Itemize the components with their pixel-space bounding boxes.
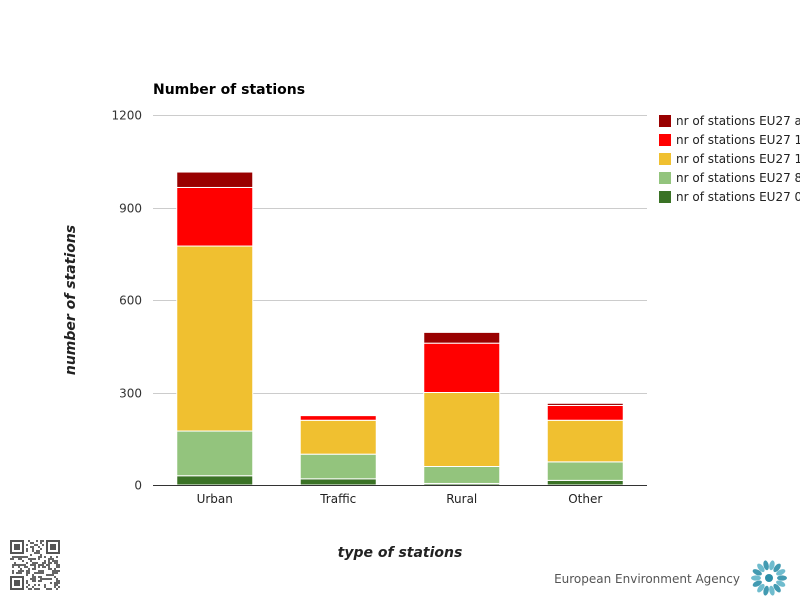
x-tick-label: Traffic (319, 492, 356, 506)
legend-label: nr of stations EU27 a (676, 114, 800, 128)
y-tick-label: 0 (134, 479, 142, 493)
x-tick-label: Other (568, 492, 602, 506)
legend-swatch (659, 115, 671, 127)
qr-code-icon (10, 540, 60, 590)
y-tick-label: 900 (119, 202, 142, 216)
bar-segment (299, 453, 377, 480)
bar-segment (423, 392, 501, 467)
y-tick-label: 600 (119, 294, 142, 308)
legend-swatch (659, 172, 671, 184)
legend-label: nr of stations EU27 8 (676, 171, 800, 185)
bar-segment (546, 419, 624, 463)
x-axis-label: type of stations (338, 545, 463, 561)
chart-title: Number of stations (153, 82, 305, 98)
legend-label: nr of stations EU27 1 (676, 133, 800, 147)
legend-label: nr of stations EU27 1 (676, 152, 800, 166)
bar-segment (546, 479, 624, 486)
bar-segment (176, 186, 254, 247)
bar-segment (423, 342, 501, 393)
x-axis-ticks: Urban Traffic Rural Other (197, 492, 603, 506)
legend-swatch (659, 191, 671, 203)
y-axis-ticks: 0 300 600 900 1200 (111, 109, 142, 493)
legend-swatch (659, 134, 671, 146)
y-axis-label: number of stations (63, 225, 79, 375)
y-tick-label: 1200 (111, 109, 142, 123)
x-tick-label: Rural (446, 492, 477, 506)
bar-segment (176, 430, 254, 477)
bar-segment (423, 466, 501, 484)
bar-segment (176, 245, 254, 432)
eea-logo-icon (751, 560, 787, 596)
bar-segment (423, 331, 501, 344)
bar-segment (176, 171, 254, 188)
x-tick-label: Urban (197, 492, 233, 506)
bar-segment (299, 415, 377, 421)
bar-segment (299, 419, 377, 455)
legend-label: nr of stations EU27 0 (676, 190, 800, 204)
eea-logo-text: European Environment Agency (554, 572, 740, 586)
bar-segment (546, 402, 624, 406)
bar-segment (299, 478, 377, 486)
y-tick-label: 300 (119, 387, 142, 401)
bar-segment (546, 404, 624, 421)
legend: nr of stations EU27 a nr of stations EU27… (659, 114, 800, 204)
bar-segment (176, 475, 254, 486)
legend-swatch (659, 153, 671, 165)
bars (176, 171, 624, 486)
bar-segment (546, 461, 624, 481)
